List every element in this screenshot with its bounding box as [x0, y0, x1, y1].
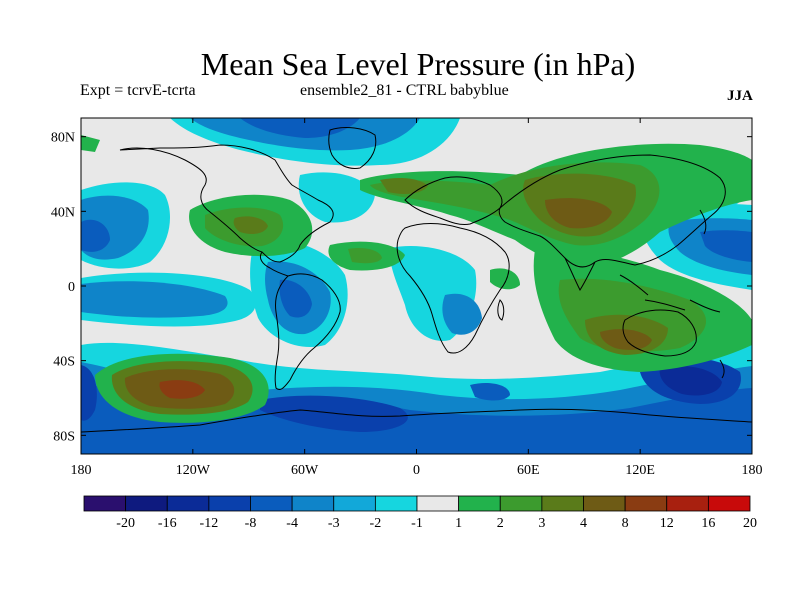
colorbar-label: 1: [455, 516, 462, 531]
lon-tick-label: 60W: [291, 463, 319, 478]
lon-tick-label: 0: [413, 463, 420, 478]
lon-tick-label: 120W: [176, 463, 211, 478]
colorbar: -20 -16 -12 -8 -4 -3 -2 -1 1 2 3 4 8 12 16 20: [83, 495, 757, 531]
colorbar-swatch: [458, 495, 501, 512]
colorbar-label: -20: [116, 516, 135, 531]
experiment-label: Expt = tcrvE-tcrta: [80, 82, 196, 99]
lon-tick-label: 180: [742, 463, 763, 478]
coastlines: [81, 127, 752, 433]
colorbar-swatch: [166, 495, 210, 512]
colorbar-swatch: [499, 495, 543, 512]
lat-tick-label: 80S: [53, 429, 75, 444]
positive-anomaly-regions: [81, 135, 752, 423]
colorbar-label: -4: [286, 516, 298, 531]
colorbar-label: 4: [580, 516, 587, 531]
colorbar-swatch: [666, 495, 709, 512]
colorbar-label: -2: [370, 516, 382, 531]
ensemble-label: ensemble2_81 - CTRL babyblue: [300, 82, 509, 99]
colorbar-label: -1: [411, 516, 423, 531]
colorbar-label: 3: [538, 516, 545, 531]
colorbar-label: 16: [701, 516, 715, 531]
colorbar-swatch: [125, 495, 168, 512]
lat-tick-label: 40N: [51, 205, 75, 220]
plot-title: Mean Sea Level Pressure (in hPa): [200, 46, 636, 82]
colorbar-swatch: [83, 495, 127, 512]
season-label: JJA: [727, 88, 753, 104]
colorbar-swatch: [624, 495, 668, 512]
colorbar-swatch: [250, 495, 293, 512]
colorbar-swatch: [416, 495, 460, 512]
colorbar-label: 2: [497, 516, 504, 531]
latitude-axis: 80N 40N 0 40S 80S: [51, 131, 752, 444]
colorbar-label: 12: [660, 516, 674, 531]
colorbar-label: -8: [245, 516, 257, 531]
lon-tick-label: 180: [71, 463, 92, 478]
colorbar-label: -16: [158, 516, 177, 531]
colorbar-label: -12: [200, 516, 219, 531]
colorbar-label: 8: [622, 516, 629, 531]
map-field: [81, 118, 752, 454]
colorbar-swatch: [583, 495, 626, 512]
colorbar-label: -3: [328, 516, 340, 531]
longitude-axis: 180 120W 60W 0 60E 120E 180: [71, 118, 763, 478]
colorbar-swatch: [707, 495, 751, 512]
colorbar-swatch: [333, 495, 376, 512]
colorbar-label: 20: [743, 516, 757, 531]
colorbar-swatch: [291, 495, 335, 512]
lon-tick-label: 120E: [625, 463, 655, 478]
colorbar-swatch: [374, 495, 418, 512]
lat-tick-label: 80N: [51, 131, 75, 146]
lat-tick-label: 40S: [53, 355, 75, 370]
colorbar-swatch: [541, 495, 584, 512]
lat-tick-label: 0: [68, 280, 75, 295]
lon-tick-label: 60E: [517, 463, 540, 478]
colorbar-swatch: [208, 495, 251, 512]
